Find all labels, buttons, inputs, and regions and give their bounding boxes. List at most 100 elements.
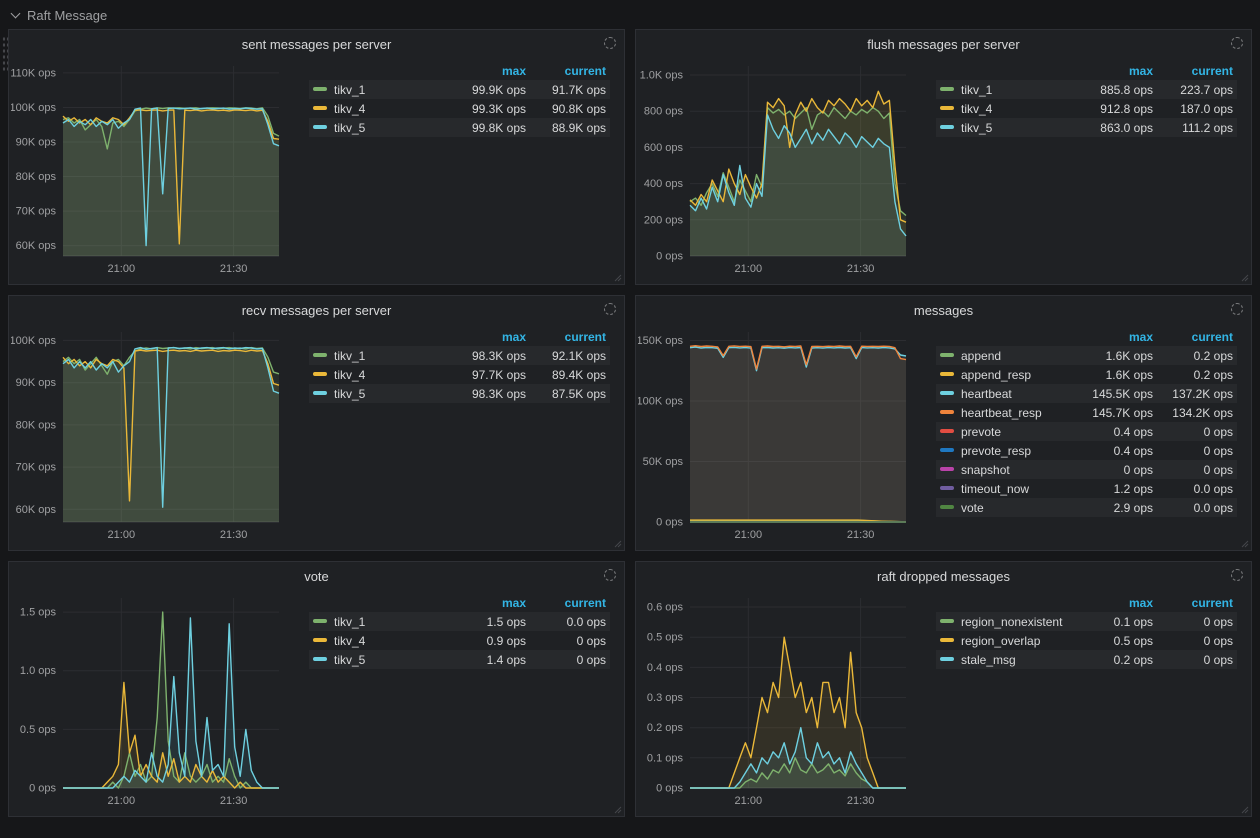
legend-current-value: 0.2 ops (1193, 348, 1233, 363)
x-tick-label: 21:00 (108, 263, 136, 275)
series-color-swatch-icon (940, 87, 954, 92)
series-color-swatch-icon (313, 657, 327, 662)
legend-row: tikv_5 863.0 ops 111.2 ops (936, 118, 1237, 137)
legend-series-label[interactable]: snapshot (936, 460, 1077, 479)
y-tick-label: 0.6 ops (647, 602, 684, 614)
legend-series-label[interactable]: append (936, 346, 1077, 365)
time-series-chart[interactable]: 60K ops 70K ops 80K ops 90K ops 100K ops 21:0… (10, 324, 287, 542)
time-series-chart[interactable]: 0 ops 0.1 ops 0.2 ops 0.3 ops 0.4 ops 0.5 ops… (638, 590, 914, 808)
x-tick-label: 21:00 (108, 529, 136, 541)
time-series-chart[interactable]: 0 ops 50K ops 100K ops 150K ops 21:00 21:30 (637, 324, 914, 542)
legend-row: snapshot 0 ops 0 ops (936, 460, 1237, 479)
legend-header-current[interactable]: current (1191, 64, 1233, 78)
series-color-swatch-icon (940, 353, 954, 358)
series-fill (690, 345, 906, 522)
legend-series-name: tikv_1 (334, 614, 366, 629)
legend-series-name: region_overlap (961, 633, 1041, 648)
legend-series-name: vote (961, 500, 984, 515)
legend-header-current[interactable]: current (564, 64, 606, 78)
series-line (689, 114, 907, 237)
time-series-chart[interactable]: 0 ops 200 ops 400 ops 600 ops 800 ops 1.0K op… (638, 58, 914, 276)
x-tick-label: 21:30 (847, 529, 875, 541)
legend-series-label[interactable]: tikv_1 (309, 612, 450, 631)
panel-title[interactable]: messages (913, 302, 974, 318)
panel-title[interactable]: flush messages per server (867, 36, 1020, 52)
series-color-swatch-icon (940, 619, 954, 624)
series-color-swatch-icon (313, 619, 327, 624)
chart-svg: 0 ops 0.5 ops 1.0 ops 1.5 ops 21:00 21:30 (20, 598, 279, 807)
legend-header-max[interactable]: max (501, 596, 526, 610)
panel-resize-handle[interactable] (1240, 273, 1249, 282)
legend-series-label[interactable]: prevote_resp (936, 441, 1077, 460)
panel-title[interactable]: vote (304, 568, 329, 584)
legend-series-label[interactable]: append_resp (936, 365, 1077, 384)
y-tick-label: 60K ops (16, 240, 57, 252)
legend-series-name: region_nonexistent (961, 614, 1063, 629)
legend-series-name: prevote_resp (961, 443, 1032, 458)
legend-series-label[interactable]: tikv_5 (936, 118, 1077, 137)
time-series-chart[interactable]: 0 ops 0.5 ops 1.0 ops 1.5 ops 21:00 21:30 (11, 590, 287, 808)
panel-body: 0 ops 50K ops 100K ops 150K ops 21:00 21:30 m… (636, 324, 1251, 550)
legend-row: tikv_4 99.3K ops 90.8K ops (309, 99, 610, 118)
legend-header-max[interactable]: max (1128, 64, 1153, 78)
y-tick-label: 70K ops (16, 206, 57, 218)
legend-header-current[interactable]: current (1191, 330, 1233, 344)
legend-series-label[interactable]: region_nonexistent (936, 612, 1077, 631)
legend-row: heartbeat_resp 145.7K ops 134.2K ops (936, 403, 1237, 422)
panel-resize-handle[interactable] (613, 805, 622, 814)
series-fill (63, 108, 279, 256)
series-color-swatch-icon (313, 353, 327, 358)
legend-series-label[interactable]: tikv_4 (936, 99, 1077, 118)
panel-drag-handle-icon[interactable] (2, 36, 10, 72)
legend-row: timeout_now 1.2 ops 0.0 ops (936, 479, 1237, 498)
legend-series-name: prevote (961, 424, 1002, 439)
panel-title[interactable]: raft dropped messages (877, 568, 1010, 584)
legend-series-label[interactable]: tikv_5 (309, 650, 450, 669)
y-tick-label: 0 ops (656, 517, 683, 529)
series-fill (63, 347, 279, 522)
legend-series-label[interactable]: timeout_now (936, 479, 1077, 498)
panel-header: raft dropped messages (636, 562, 1251, 590)
series-color-swatch-icon (313, 391, 327, 396)
row-header-raft-message[interactable]: Raft Message (0, 0, 117, 29)
legend-max-value: 98.3K ops (471, 386, 526, 401)
panel-resize-handle[interactable] (613, 539, 622, 548)
legend-series-label[interactable]: stale_msg (936, 650, 1077, 669)
panel: vote 0 ops 0.5 ops 1.0 ops 1.5 ops 21:00 21:3… (8, 561, 625, 817)
legend-current-value: 90.8K ops (551, 101, 606, 116)
panel: flush messages per server 0 ops 200 ops 40… (635, 29, 1252, 285)
legend-header-current[interactable]: current (564, 596, 606, 610)
panel-resize-handle[interactable] (1240, 539, 1249, 548)
legend-header-max[interactable]: max (1128, 596, 1153, 610)
y-tick-label: 200 ops (644, 214, 684, 226)
legend-series-label[interactable]: region_overlap (936, 631, 1077, 650)
legend-series-label[interactable]: tikv_4 (309, 365, 450, 384)
legend-series-label[interactable]: tikv_4 (309, 99, 450, 118)
panel: sent messages per server 60K ops 70K ops 8… (8, 29, 625, 285)
panel-title[interactable]: recv messages per server (241, 302, 392, 318)
legend-series-label[interactable]: tikv_1 (309, 346, 450, 365)
panel-resize-handle[interactable] (613, 273, 622, 282)
legend-series-label[interactable]: tikv_5 (309, 118, 450, 137)
series-color-swatch-icon (940, 106, 954, 111)
legend-current-value: 0.2 ops (1193, 367, 1233, 382)
legend-series-label[interactable]: vote (936, 498, 1077, 517)
legend-header-max[interactable]: max (1128, 330, 1153, 344)
legend-header-max[interactable]: max (501, 330, 526, 344)
legend-series-label[interactable]: tikv_5 (309, 384, 450, 403)
legend-series-label[interactable]: tikv_1 (309, 80, 450, 99)
legend-header-max[interactable]: max (501, 64, 526, 78)
legend-header-current[interactable]: current (564, 330, 606, 344)
panel-resize-handle[interactable] (1240, 805, 1249, 814)
legend-series-label[interactable]: tikv_1 (936, 80, 1077, 99)
legend-current-value: 134.2K ops (1172, 405, 1233, 420)
legend-series-label[interactable]: heartbeat_resp (936, 403, 1077, 422)
legend-series-label[interactable]: tikv_4 (309, 631, 450, 650)
legend-series-label[interactable]: prevote (936, 422, 1077, 441)
time-series-chart[interactable]: 60K ops 70K ops 80K ops 90K ops 100K ops 110K… (10, 58, 287, 276)
legend-series-label[interactable]: heartbeat (936, 384, 1077, 403)
legend-header-current[interactable]: current (1191, 596, 1233, 610)
legend-current-value: 0 ops (1203, 652, 1233, 667)
panel-title[interactable]: sent messages per server (241, 36, 392, 52)
row-title: Raft Message (27, 8, 108, 23)
